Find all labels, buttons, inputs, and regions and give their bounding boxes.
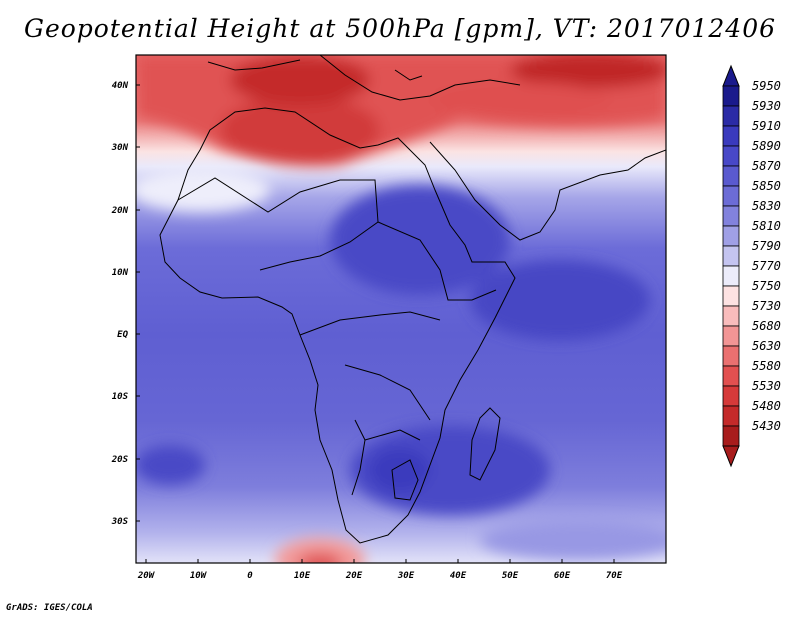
colorbar-swatch (722, 265, 740, 287)
lon-label: 50E (502, 571, 519, 581)
colorbar-swatch (722, 385, 740, 407)
colorbar-swatch (722, 125, 740, 147)
lon-label: 10W (190, 571, 208, 581)
grads-credit: GrADS: IGES/COLA (6, 603, 93, 613)
lat-label: EQ (117, 330, 128, 340)
colorbar-label: 5930 (752, 99, 781, 113)
colorbar-swatch (722, 145, 740, 167)
lon-label: 60E (554, 571, 571, 581)
lat-label: 30N (111, 143, 129, 153)
lon-label: 10E (294, 571, 311, 581)
colorbar-label: 5890 (752, 139, 781, 153)
colorbar-swatch (722, 205, 740, 227)
colorbar-label: 5870 (752, 159, 781, 173)
colorbar-swatch (722, 405, 740, 427)
colorbar-swatch (722, 105, 740, 127)
colorbar-label: 5430 (752, 419, 781, 433)
plot-frame (135, 54, 667, 564)
colorbar-swatch (722, 325, 740, 347)
colorbar-label: 5530 (752, 379, 781, 393)
lat-label: 20N (111, 206, 129, 216)
colorbar-label: 5680 (752, 319, 781, 333)
lat-label: 20S (111, 455, 129, 465)
colorbar-label: 5910 (752, 119, 781, 133)
lon-label: 20E (345, 571, 363, 581)
lon-label: 20W (137, 571, 156, 581)
colorbar-swatch (722, 225, 740, 247)
colorbar-label: 5480 (752, 399, 781, 413)
colorbar-label: 5810 (752, 219, 781, 233)
lat-label: 10S (112, 392, 129, 402)
contour-field (136, 55, 666, 563)
coastlines (159, 55, 666, 544)
axis-labels: 40N 30N 20N 10N EQ 10S 20S 30S 20W 10W 0 10E 20E 30E 4… (111, 81, 623, 581)
colorbar-swatch (722, 345, 740, 367)
colorbar-label: 5830 (752, 199, 781, 213)
colorbar-swatch (722, 365, 740, 387)
lon-label: 0 (247, 571, 253, 581)
colorbar-swatch (722, 185, 740, 207)
lat-label: 30S (111, 517, 129, 527)
lat-label: 40N (112, 81, 129, 91)
colorbar-label: 5850 (752, 179, 781, 193)
colorbar-label: 5790 (752, 239, 781, 253)
lon-label: 70E (606, 571, 623, 581)
colorbar-swatch (722, 425, 740, 447)
colorbar-label: 5750 (752, 279, 781, 293)
colorbar-label: 5770 (752, 259, 781, 273)
colorbar-label: 5580 (752, 359, 781, 373)
colorbar-label: 5950 (752, 79, 781, 93)
lon-label: 40E (450, 571, 467, 581)
colorbar-top-arrow (722, 64, 740, 87)
colorbar-swatch (722, 85, 740, 107)
lon-label: 30E (397, 571, 415, 581)
colorbar-label: 5730 (752, 299, 781, 313)
colorbar-label: 5630 (752, 339, 781, 353)
colorbar: 5950 5930 5910 5890 5870 5850 5830 5810 5790 5770… (722, 64, 781, 468)
colorbar-swatch (722, 285, 740, 307)
map-title: Geopotential Height at 500hPa [gpm], VT:… (23, 14, 777, 43)
colorbar-swatch (722, 305, 740, 327)
lat-label: 10N (112, 268, 129, 278)
colorbar-swatch (722, 245, 740, 267)
colorbar-bottom-arrow (722, 445, 740, 468)
colorbar-swatch (722, 165, 740, 187)
